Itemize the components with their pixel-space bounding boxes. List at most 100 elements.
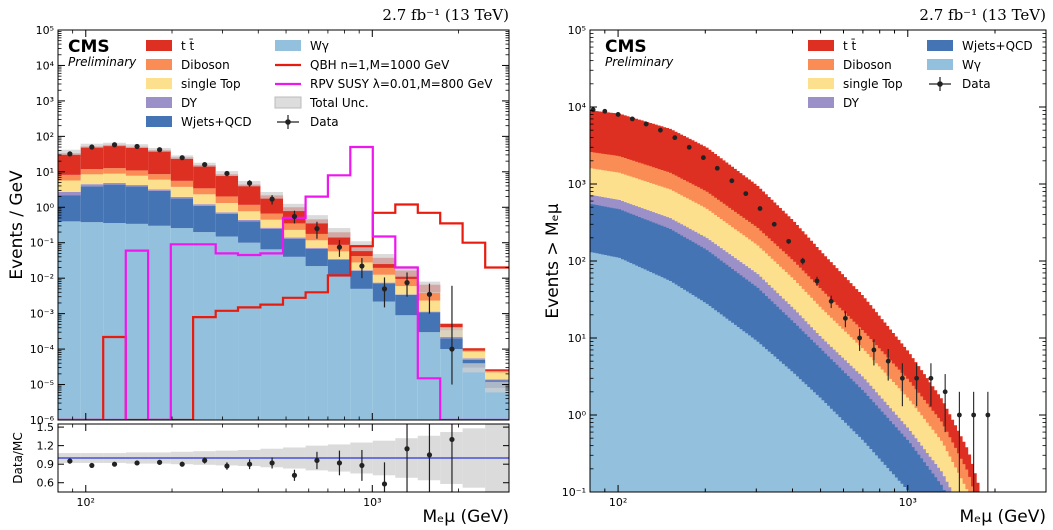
legend-left: t t̄ Diboson single Top DY Wjets+QCD Wγ QBH n=…: [146, 39, 493, 129]
data-point: [700, 155, 706, 161]
legend-label: DY: [181, 96, 198, 110]
bar-singletop: [462, 351, 486, 359]
ratio-point: [359, 462, 365, 469]
bar-diboson: [193, 188, 216, 195]
y-axis-left: 10⁻⁶ 10⁻⁵ 10⁻⁴ 10⁻³ 10⁻² 10⁻¹ 10⁰ 10¹ 10² 10³ 10⁴ 1…: [30, 24, 509, 427]
legend-label: Wjets+QCD: [181, 115, 252, 129]
bar-wjets: [417, 312, 441, 333]
bar-dy: [103, 182, 126, 185]
bar-dy: [170, 196, 194, 199]
bar-singletop: [238, 211, 261, 220]
data-point: [842, 315, 848, 321]
bar-diboson: [148, 174, 171, 180]
bar-singletop: [170, 186, 194, 197]
legend-swatch: [146, 78, 172, 89]
bar-singletop: [58, 180, 81, 192]
ratio-y-tick-label: 0.6: [37, 477, 55, 490]
bar-singletop: [283, 229, 306, 238]
bar-diboson: [125, 170, 149, 176]
bar-diboson: [170, 180, 194, 187]
legend-entry-wgamma: Wγ: [275, 39, 329, 53]
bar-wjets: [103, 184, 126, 224]
unc-box: [485, 381, 509, 393]
legend-swatch: [285, 119, 291, 125]
bar-singletop: [193, 194, 216, 205]
y-axis-title-right: Events > Mₑμ: [543, 203, 563, 318]
data-point: [828, 298, 834, 304]
data-point: [686, 144, 692, 150]
bar-ttbar: [125, 146, 149, 171]
data-point: [336, 244, 343, 250]
data-points-right: [590, 107, 991, 492]
bar-diboson: [80, 169, 104, 175]
legend-swatch: [146, 59, 172, 70]
ratio-point: [269, 460, 275, 466]
data-point: [885, 358, 891, 364]
legend-entry-diboson: Diboson: [808, 58, 892, 72]
y-tick-label: 10⁴: [568, 101, 587, 114]
legend-swatch: [146, 97, 172, 108]
bar-ttbar: [103, 144, 126, 169]
bar-wgamma: [238, 242, 261, 420]
bar-wgamma: [170, 228, 194, 420]
bar-singletop: [260, 219, 284, 228]
data-point: [971, 412, 977, 418]
y-tick-label: 10²: [36, 130, 54, 143]
bar-diboson: [238, 204, 261, 212]
ratio-point: [202, 457, 208, 464]
data-point: [871, 347, 877, 353]
bar-wgamma: [80, 222, 104, 420]
data-point: [914, 375, 920, 381]
bar-ttbar: [462, 348, 486, 351]
bar-wgamma: [283, 256, 306, 420]
data-point: [629, 116, 635, 122]
data-point: [314, 226, 320, 232]
bar-singletop: [215, 202, 239, 213]
data-point: [985, 412, 991, 418]
legend-swatch: [275, 40, 301, 51]
bar-dy: [80, 184, 104, 187]
legend-swatch: [808, 97, 834, 108]
y-tick-label: 10⁰: [36, 201, 55, 214]
legend-entry-wjets: Wjets+QCD: [146, 115, 252, 129]
data-point: [602, 108, 608, 114]
data-point: [590, 107, 596, 113]
data-point: [714, 165, 720, 171]
y-tick-label: 10⁻³: [30, 308, 54, 321]
legend-label: single Top: [181, 77, 241, 91]
unc-box: [305, 215, 328, 224]
legend-label: Data: [962, 77, 991, 91]
bar-ttbar: [80, 146, 104, 170]
y-tick-label: 10⁻⁵: [30, 379, 54, 392]
legend-entry-dy: DY: [146, 96, 198, 110]
bar-wjets: [148, 190, 171, 226]
unc-box: [395, 266, 418, 277]
y-tick-label: 10⁻²: [30, 272, 54, 285]
bar-diboson: [260, 213, 284, 220]
data-point: [956, 412, 962, 418]
data-point: [771, 221, 777, 227]
ratio-point: [89, 462, 95, 469]
bar-wgamma: [103, 223, 126, 420]
bar-wgamma: [260, 249, 284, 420]
bar-wjets: [58, 195, 81, 222]
bar-wjets: [327, 259, 351, 277]
main-plot-right: 10⁻¹ 10⁰ 10¹ 10² 10³ 10⁴ 10⁵ Events > Mₑμ 10² 10³…: [543, 6, 1047, 527]
bar-wgamma: [193, 232, 216, 420]
plot-frame-left: [57, 29, 510, 421]
data-point: [89, 144, 95, 150]
bar-ttbar: [260, 195, 284, 214]
bar-singletop: [305, 240, 328, 248]
legend-entry-diboson: Diboson: [146, 58, 230, 72]
data-point: [757, 206, 763, 211]
legend-swatch: [808, 78, 834, 89]
legend-swatch: [808, 40, 834, 51]
legend-entry-singletop: single Top: [808, 77, 903, 91]
unc-box: [283, 203, 306, 212]
legend-entry-wgamma: Wγ: [927, 58, 981, 72]
bar-wjets: [260, 228, 284, 250]
lumi-label-left: 2.7 fb⁻¹ (13 TeV): [382, 6, 509, 24]
bar-wgamma: [462, 367, 486, 420]
bar-dy: [305, 247, 328, 249]
